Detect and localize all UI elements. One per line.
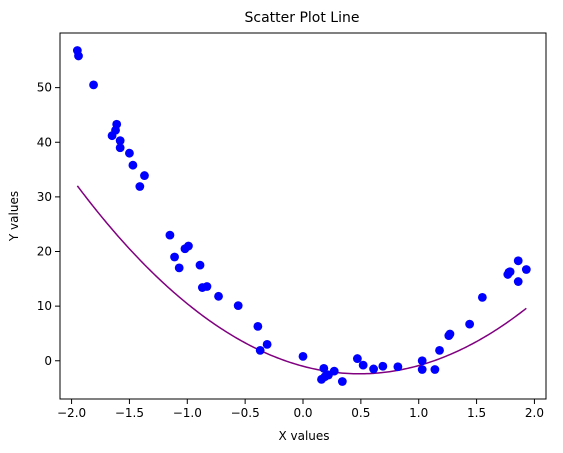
y-tick-label: 10 <box>37 299 52 313</box>
scatter-point <box>505 267 515 277</box>
x-tick-label: 0.5 <box>351 406 370 420</box>
scatter-point <box>417 356 427 366</box>
y-tick-label: 0 <box>44 354 52 368</box>
x-tick-label: −1.0 <box>173 406 202 420</box>
scatter-point <box>170 252 179 262</box>
scatter-point <box>195 260 205 270</box>
x-axis: −2.0 −1.5 −1.0 −0.5 0.0 0.5 1.0 1.5 2.0 <box>57 399 544 420</box>
scatter-point <box>352 354 362 363</box>
y-axis-label: Y values <box>7 191 21 242</box>
scatter-point <box>393 362 403 372</box>
scatter-point <box>128 160 138 170</box>
scatter-point <box>521 265 531 274</box>
x-tick-label: 1.0 <box>409 406 428 420</box>
scatter-point <box>430 365 440 374</box>
scatter-point <box>174 263 184 273</box>
fit-line <box>76 185 527 375</box>
scatter-point <box>115 143 125 153</box>
y-tick-label: 50 <box>37 81 52 95</box>
scatter-point <box>329 366 339 376</box>
scatter-point <box>89 80 98 90</box>
x-tick-label: 1.5 <box>467 406 486 420</box>
scatter-point <box>513 277 523 286</box>
scatter-point <box>319 364 329 373</box>
scatter-points <box>72 46 531 386</box>
scatter-point <box>202 282 212 291</box>
scatter-point <box>233 301 243 310</box>
x-tick-label: 2.0 <box>525 406 544 420</box>
x-axis-label: X values <box>278 429 329 443</box>
scatter-point <box>135 182 145 191</box>
scatter-point <box>477 292 487 302</box>
scatter-point <box>115 136 125 146</box>
x-tick-label: −1.5 <box>115 406 144 420</box>
scatter-point <box>337 377 347 386</box>
x-tick-label: −2.0 <box>57 406 86 420</box>
x-tick-label: −0.5 <box>231 406 260 420</box>
y-tick-label: 30 <box>37 190 52 204</box>
scatter-point <box>513 256 523 266</box>
scatter-point <box>445 329 455 339</box>
plot-frame <box>59 32 547 400</box>
scatter-point <box>435 345 444 355</box>
scatter-point <box>140 171 149 180</box>
scatter-point <box>184 241 193 251</box>
scatter-point <box>417 365 427 374</box>
plot-area: −2.0 −1.5 −1.0 −0.5 0.0 0.5 1.0 1.5 2.0 0 10 20 30 4… <box>37 32 547 420</box>
scatter-point <box>262 339 272 349</box>
scatter-point <box>358 360 368 370</box>
scatter-point <box>465 319 475 329</box>
scatter-point <box>125 148 134 158</box>
scatter-point <box>298 351 308 361</box>
scatter-point <box>74 51 83 61</box>
y-tick-label: 20 <box>37 245 52 259</box>
x-tick-label: 0.0 <box>293 406 312 420</box>
scatter-point <box>214 291 223 301</box>
scatter-point <box>112 119 122 129</box>
scatter-point <box>253 321 263 331</box>
scatter-point <box>378 361 388 371</box>
y-tick-label: 40 <box>37 135 52 149</box>
scatter-point <box>165 230 175 240</box>
scatter-point <box>369 364 378 374</box>
y-axis: 0 10 20 30 40 50 <box>37 81 60 368</box>
scatter-point <box>255 345 265 355</box>
chart-title: Scatter Plot Line <box>245 10 360 26</box>
